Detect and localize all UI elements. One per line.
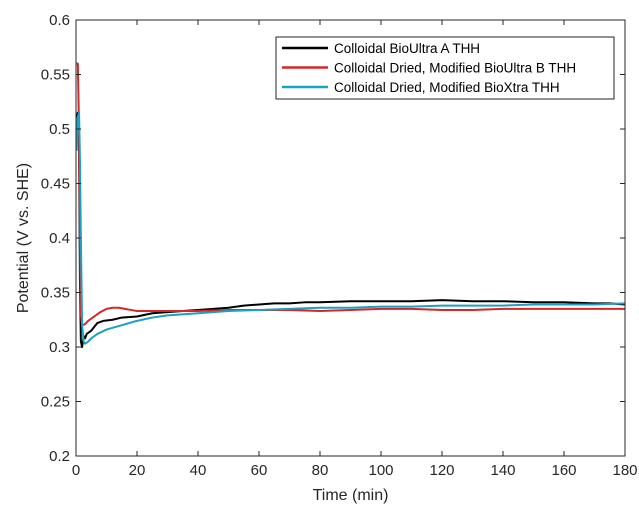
tick-labels: 0 20 40 60 80 100 120 140 160 180 0.2 0.25 0.3 0.35 0.… bbox=[41, 12, 638, 479]
y-tick-label: 0.25 bbox=[41, 394, 70, 411]
y-tick-label: 0.6 bbox=[49, 12, 70, 29]
legend-entry-2: Colloidal Dried, Modified BioUltra B THH bbox=[334, 61, 576, 76]
y-tick-label: 0.4 bbox=[49, 230, 70, 247]
x-axis-label: Time (min) bbox=[313, 487, 389, 504]
y-tick-label: 0.2 bbox=[49, 448, 70, 465]
y-tick-label: 0.3 bbox=[49, 339, 70, 356]
y-tick-label: 0.45 bbox=[41, 176, 70, 193]
tick-marks bbox=[75, 19, 626, 457]
legend-box bbox=[275, 36, 615, 100]
series-layer bbox=[75, 62, 626, 348]
x-tick-label: 60 bbox=[251, 462, 268, 479]
y-axis-label: Potential (V vs. SHE) bbox=[15, 163, 32, 313]
x-tick-label: 180 bbox=[612, 462, 637, 479]
x-tick-label: 140 bbox=[490, 462, 515, 479]
legend-entry-3: Colloidal Dried, Modified BioXtra THH bbox=[334, 80, 560, 95]
x-tick-label: 80 bbox=[312, 462, 329, 479]
legend-entry-1: Colloidal BioUltra A THH bbox=[334, 41, 480, 56]
x-tick-label: 40 bbox=[190, 462, 207, 479]
x-tick-label: 160 bbox=[551, 462, 576, 479]
legend: Colloidal BioUltra A THH Colloidal Dried,… bbox=[275, 36, 615, 100]
series-line-3 bbox=[75, 111, 626, 345]
x-tick-label: 120 bbox=[429, 462, 454, 479]
x-tick-label: 20 bbox=[129, 462, 146, 479]
x-tick-label: 0 bbox=[72, 462, 80, 479]
x-tick-label: 100 bbox=[368, 462, 393, 479]
y-tick-label: 0.35 bbox=[41, 285, 70, 302]
y-tick-label: 0.55 bbox=[41, 67, 70, 84]
y-tick-label: 0.5 bbox=[49, 121, 70, 138]
series-line-2 bbox=[76, 62, 625, 327]
